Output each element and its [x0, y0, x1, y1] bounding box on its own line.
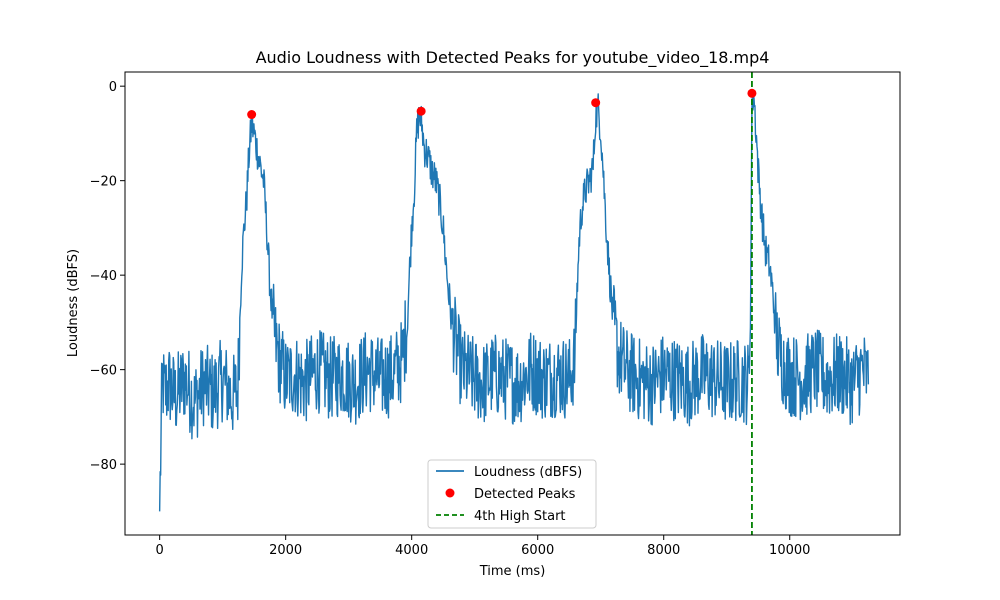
- y-tick-label-0: 0: [109, 80, 117, 95]
- loudness-series-line: [158, 90, 870, 512]
- y-axis-label: Loudness (dBFS): [66, 249, 81, 357]
- peak-point-1: [416, 106, 426, 116]
- x-tick-label-4: 8000: [647, 543, 680, 558]
- peak-point-0: [247, 110, 257, 120]
- axes-layer: 0 2000 4000 6000 8000 10000 0 −20 −40 −60 −80: [90, 71, 901, 558]
- legend-entry-high-start: 4th High Start: [474, 509, 566, 524]
- y-tick-label-3: −60: [90, 364, 117, 379]
- x-axis-label: Time (ms): [479, 564, 546, 579]
- y-tick-label-1: −20: [90, 175, 117, 190]
- y-tick-label-4: −80: [90, 458, 117, 473]
- x-tick-label-1: 2000: [269, 543, 302, 558]
- y-tick-label-2: −40: [90, 269, 117, 284]
- legend-box: [427, 459, 597, 529]
- peak-point-2: [591, 98, 601, 108]
- chart-title: Audio Loudness with Detected Peaks for y…: [256, 48, 770, 68]
- plot-frame: [124, 71, 901, 536]
- plot-data-layer: [158, 72, 870, 535]
- legend-entry-peaks: Detected Peaks: [474, 487, 576, 502]
- legend-marker-swatch: [445, 488, 455, 498]
- x-tick-label-2: 4000: [395, 543, 428, 558]
- x-tick-label-3: 6000: [521, 543, 554, 558]
- peak-point-3: [747, 88, 757, 98]
- x-tick-label-0: 0: [156, 543, 164, 558]
- legend-entry-loudness: Loudness (dBFS): [474, 465, 582, 480]
- x-tick-label-5: 10000: [769, 543, 810, 558]
- legend: Loudness (dBFS) Detected Peaks 4th High …: [427, 459, 597, 529]
